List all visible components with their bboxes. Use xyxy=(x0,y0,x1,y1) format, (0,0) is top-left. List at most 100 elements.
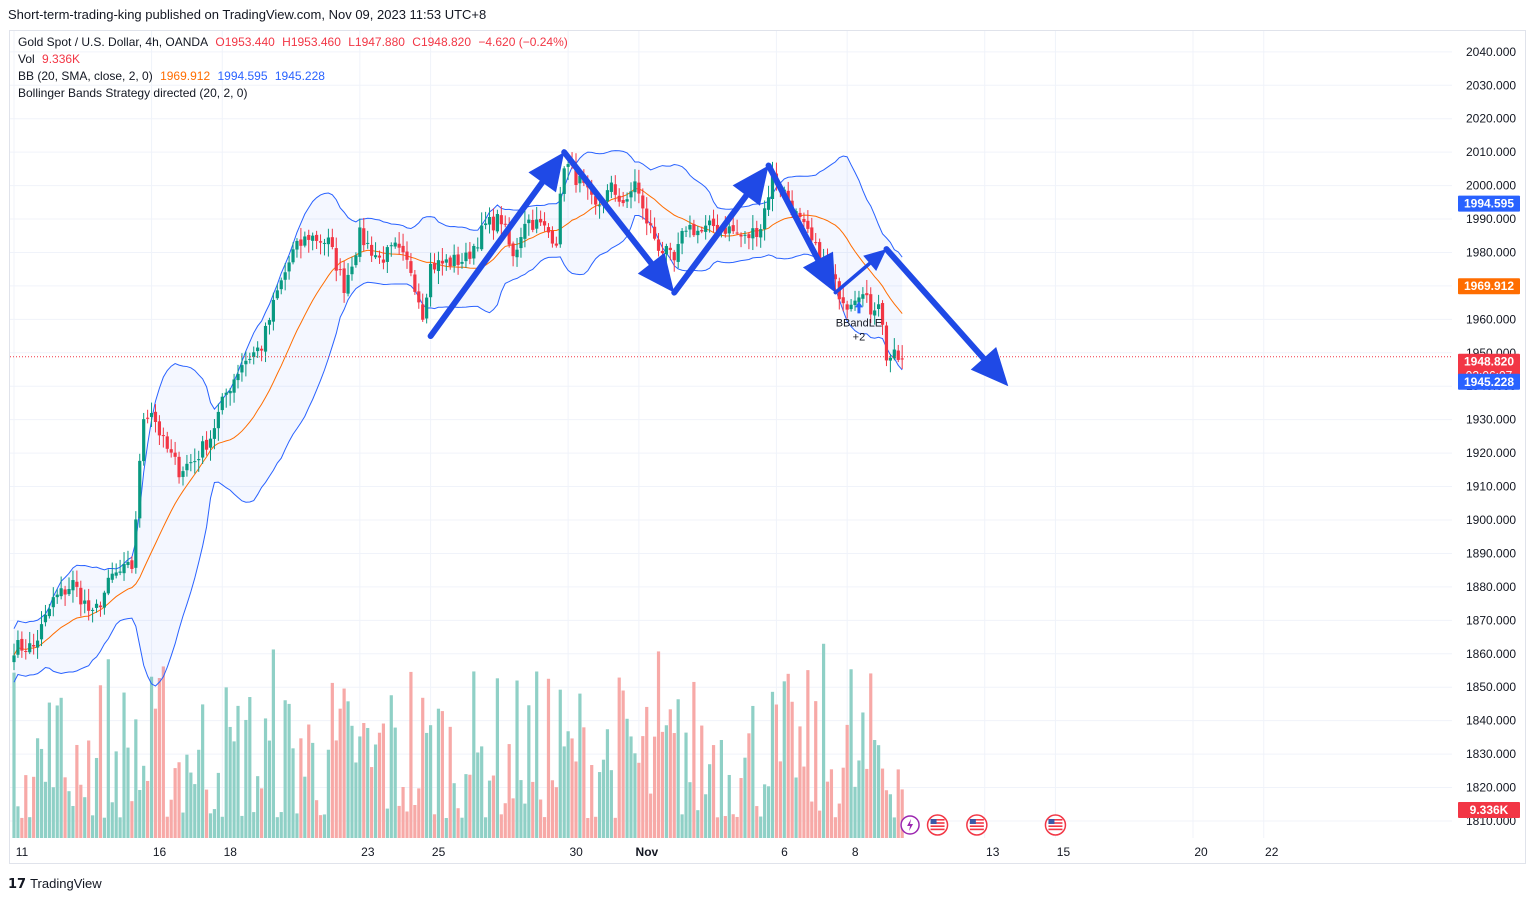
volume-bar xyxy=(786,673,790,838)
candle xyxy=(204,431,209,456)
volume-bar xyxy=(833,817,837,838)
arrow-head xyxy=(802,251,836,293)
volume-bar xyxy=(865,768,869,838)
legend-volume-row[interactable]: Vol 9.336K xyxy=(18,52,84,66)
volume-bar xyxy=(134,719,138,838)
badge-text: 9.336K xyxy=(1470,803,1509,817)
volume-bar xyxy=(283,700,287,838)
candle xyxy=(75,570,79,598)
candle-body xyxy=(149,413,154,417)
y-tick-label: 1840.000 xyxy=(1466,714,1516,728)
volume-bar xyxy=(680,814,684,838)
flash-event-icon xyxy=(900,815,920,835)
candle-body xyxy=(480,225,484,250)
arrow-shaft xyxy=(883,246,987,362)
candle-body xyxy=(755,228,759,237)
volume-bar xyxy=(515,680,519,838)
candle xyxy=(425,293,429,324)
candle xyxy=(55,589,59,604)
x-tick-label: Nov xyxy=(636,845,659,859)
volume-bar xyxy=(362,722,366,838)
candle xyxy=(165,431,169,453)
volume-bar xyxy=(869,673,873,838)
flag-ring xyxy=(1044,814,1067,836)
candle xyxy=(656,233,661,257)
volume-bar xyxy=(719,739,723,838)
candle-body xyxy=(798,212,802,217)
candle-body xyxy=(460,261,464,264)
volume-bar xyxy=(668,709,672,838)
badge-box xyxy=(1458,278,1520,295)
volume-bar xyxy=(413,805,417,838)
volume-bar xyxy=(672,733,676,838)
candle-body xyxy=(507,224,511,245)
volume-bar xyxy=(711,745,716,838)
volume-bar xyxy=(318,815,323,838)
tradingview-logo-icon: 17 xyxy=(8,877,27,892)
candle-body xyxy=(539,218,543,223)
candle xyxy=(267,317,272,335)
legend-symbol-row[interactable]: Gold Spot / U.S. Dollar, 4h, OANDA O1953… xyxy=(18,35,572,49)
candle-body xyxy=(645,208,649,224)
volume-bar xyxy=(256,776,260,838)
trend-arrow xyxy=(671,165,769,296)
candle xyxy=(747,232,751,250)
volume-bar xyxy=(743,757,747,838)
volume-bar xyxy=(330,682,334,838)
volume-bar xyxy=(656,651,661,838)
candle-body xyxy=(652,226,657,239)
volume-bar xyxy=(660,731,665,838)
candle xyxy=(888,353,892,373)
candle-body xyxy=(425,297,429,319)
candle-body xyxy=(676,244,680,262)
candle xyxy=(283,263,287,291)
legend-bb-row[interactable]: BB (20, SMA, close, 2, 0) 1969.912 1994.… xyxy=(18,69,329,83)
candle xyxy=(342,260,346,303)
chart-frame[interactable] xyxy=(9,30,1526,864)
candle xyxy=(87,588,91,621)
volume-bar xyxy=(484,817,488,838)
candle xyxy=(452,244,456,273)
candle-body xyxy=(605,190,610,202)
candle-body xyxy=(680,230,684,244)
flag-stripe xyxy=(969,825,984,827)
legend-strategy-row[interactable]: Bollinger Bands Strategy directed (20, 2… xyxy=(18,86,251,100)
candle-body xyxy=(126,561,130,566)
volume-bar xyxy=(405,811,409,838)
candle xyxy=(263,322,268,363)
candle-body xyxy=(232,379,236,393)
candle-body xyxy=(173,452,177,457)
candle-body xyxy=(700,229,704,232)
candle-body xyxy=(291,249,295,263)
volume-bar xyxy=(597,772,602,838)
tradingview-footer[interactable]: 17 TradingView xyxy=(8,876,102,892)
volume-bar xyxy=(55,705,59,838)
candle-body xyxy=(786,190,790,202)
volume-bar xyxy=(664,725,668,838)
candle-body xyxy=(405,251,409,260)
badge-text: 1945.228 xyxy=(1464,375,1514,389)
volume-bar xyxy=(326,749,330,838)
volume-bar xyxy=(892,817,896,838)
candle xyxy=(346,263,350,297)
volume-bar xyxy=(782,681,786,838)
candle xyxy=(102,590,106,615)
candle-body xyxy=(32,644,36,647)
volume-bar xyxy=(731,814,735,838)
candle xyxy=(350,256,354,281)
flag-stripe xyxy=(1048,828,1063,831)
candle-body xyxy=(692,224,696,236)
volume-bar xyxy=(884,790,889,838)
volume-bar xyxy=(389,695,393,838)
volume-bar xyxy=(704,794,708,838)
flag-stripe xyxy=(930,822,945,824)
candle-body xyxy=(122,563,126,574)
volume-bar xyxy=(900,789,904,838)
candle-body xyxy=(67,588,71,595)
volume-bar xyxy=(755,806,759,838)
candle xyxy=(330,228,334,250)
candle xyxy=(900,345,904,369)
volume-bar xyxy=(539,799,543,838)
candle-body xyxy=(633,181,637,193)
